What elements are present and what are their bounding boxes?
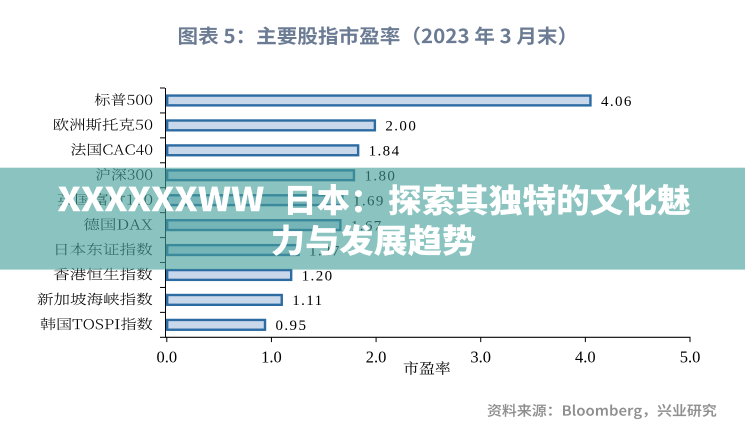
svg-text:1.84: 1.84 [369, 144, 401, 160]
svg-text:4.0: 4.0 [575, 347, 596, 366]
svg-text:0.0: 0.0 [156, 347, 177, 366]
svg-text:3.0: 3.0 [470, 347, 491, 366]
svg-text:2.0: 2.0 [366, 347, 387, 366]
svg-text:0.95: 0.95 [276, 318, 308, 334]
svg-text:1.20: 1.20 [302, 268, 334, 284]
svg-text:4.06: 4.06 [601, 94, 633, 110]
svg-text:1.0: 1.0 [261, 347, 282, 366]
svg-text:1.11: 1.11 [292, 293, 323, 309]
svg-text:2.00: 2.00 [385, 119, 417, 135]
svg-text:5.0: 5.0 [680, 347, 701, 366]
